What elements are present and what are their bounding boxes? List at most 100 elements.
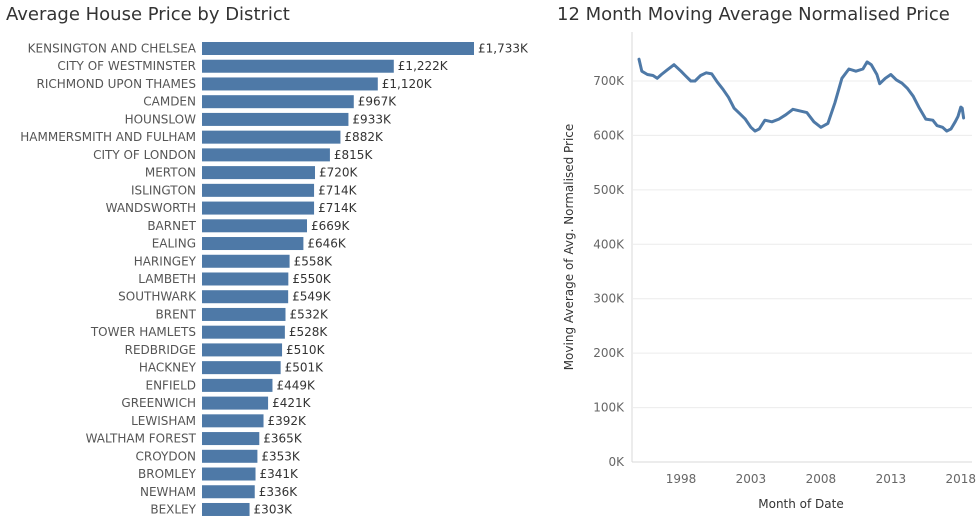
y-tick-label: 300K: [593, 292, 625, 306]
category-label: CROYDON: [136, 449, 197, 463]
bar-value-label: £1,733K: [478, 42, 529, 56]
y-tick-label: 500K: [593, 183, 625, 197]
bar-value-label: £510K: [286, 343, 326, 357]
bar-value-label: £1,120K: [382, 77, 433, 91]
bar: [202, 42, 474, 55]
bar: [202, 307, 286, 321]
bar-value-label: £336K: [259, 485, 299, 499]
category-label: MERTON: [145, 166, 196, 180]
category-label: KENSINGTON AND CHELSEA: [28, 42, 197, 56]
y-tick-label: 700K: [593, 74, 625, 88]
category-label: WANDSWORTH: [106, 201, 196, 215]
bar: [202, 77, 378, 91]
bar-value-label: £882K: [344, 130, 384, 144]
bar: [202, 59, 394, 73]
bar: [202, 432, 260, 446]
category-label: BEXLEY: [150, 502, 196, 516]
bar-value-label: £933K: [352, 112, 392, 126]
bar: [202, 166, 316, 180]
category-label: HACKNEY: [139, 361, 197, 375]
y-tick-label: 100K: [593, 401, 625, 415]
bar-value-label: £353K: [261, 449, 301, 463]
bar: [202, 396, 269, 410]
category-label: GREENWICH: [121, 396, 196, 410]
bar-value-label: £532K: [289, 307, 329, 321]
y-tick-label: 0K: [608, 455, 625, 469]
line-chart-title: 12 Month Moving Average Normalised Price: [557, 4, 950, 25]
bar-value-label: £303K: [254, 502, 294, 516]
bar-value-label: £501K: [285, 361, 325, 375]
bar-value-label: £549K: [292, 290, 332, 304]
bar: [202, 361, 281, 375]
bar: [202, 254, 290, 268]
bar: [202, 148, 330, 162]
bar: [202, 414, 264, 428]
bar-value-label: £392K: [268, 414, 308, 428]
bar: [202, 237, 304, 251]
category-label: HOUNSLOW: [125, 112, 197, 126]
bar-value-label: £1,222K: [398, 59, 449, 73]
bar-value-label: £341K: [260, 467, 300, 481]
bar: [202, 343, 283, 357]
bar-value-label: £669K: [311, 219, 351, 233]
x-tick-label: 1998: [666, 472, 697, 486]
bar-value-label: £528K: [289, 325, 329, 339]
y-tick-label: 400K: [593, 237, 625, 251]
bar-value-label: £714K: [318, 201, 358, 215]
x-tick-label: 2018: [946, 472, 976, 486]
category-label: ISLINGTON: [131, 183, 196, 197]
category-label: CITY OF LONDON: [93, 148, 196, 162]
category-label: LEWISHAM: [131, 414, 196, 428]
category-label: REDBRIDGE: [125, 343, 196, 357]
bar: [202, 183, 315, 197]
category-label: CITY OF WESTMINSTER: [57, 59, 196, 73]
bar: [202, 201, 315, 215]
category-label: SOUTHWARK: [118, 290, 197, 304]
x-axis-title: Month of Date: [758, 497, 844, 511]
bar: [202, 272, 289, 286]
bar: [202, 378, 273, 392]
bar-value-label: £646K: [307, 237, 347, 251]
bar: [202, 95, 354, 109]
x-tick-label: 2008: [806, 472, 837, 486]
bar-value-label: £967K: [358, 95, 398, 109]
y-tick-label: 600K: [593, 128, 625, 142]
bar-value-label: £720K: [319, 166, 359, 180]
y-tick-label: 200K: [593, 346, 625, 360]
bar-value-label: £714K: [318, 183, 358, 197]
category-label: TOWER HAMLETS: [90, 325, 196, 339]
bar: [202, 290, 289, 304]
category-label: EALING: [152, 237, 196, 251]
bar-value-label: £550K: [292, 272, 332, 286]
category-label: RICHMOND UPON THAMES: [37, 77, 196, 91]
bar-value-label: £815K: [334, 148, 374, 162]
bar-chart-title: Average House Price by District: [6, 4, 290, 25]
category-label: ENFIELD: [145, 378, 196, 392]
bar: [202, 449, 258, 463]
bar: [202, 130, 341, 144]
bar: [202, 325, 285, 339]
category-label: LAMBETH: [138, 272, 196, 286]
category-label: CAMDEN: [143, 95, 196, 109]
category-label: BARNET: [147, 219, 196, 233]
bar-value-label: £558K: [294, 254, 334, 268]
series-line: [637, 57, 966, 133]
bar: [202, 112, 349, 126]
category-label: WALTHAM FOREST: [86, 432, 197, 446]
x-tick-label: 2003: [736, 472, 767, 486]
y-axis-title: Moving Average of Avg. Normalised Price: [562, 124, 576, 371]
category-label: BROMLEY: [138, 467, 197, 481]
bar: [202, 502, 250, 516]
category-label: HARINGEY: [134, 254, 197, 268]
category-label: BRENT: [156, 307, 197, 321]
bar: [202, 219, 308, 233]
bar-value-label: £365K: [263, 432, 303, 446]
category-label: NEWHAM: [140, 485, 196, 499]
bar: [202, 485, 255, 499]
category-label: HAMMERSMITH AND FULHAM: [20, 130, 196, 144]
bar: [202, 467, 256, 481]
bar-value-label: £449K: [276, 378, 316, 392]
x-tick-label: 2013: [876, 472, 907, 486]
